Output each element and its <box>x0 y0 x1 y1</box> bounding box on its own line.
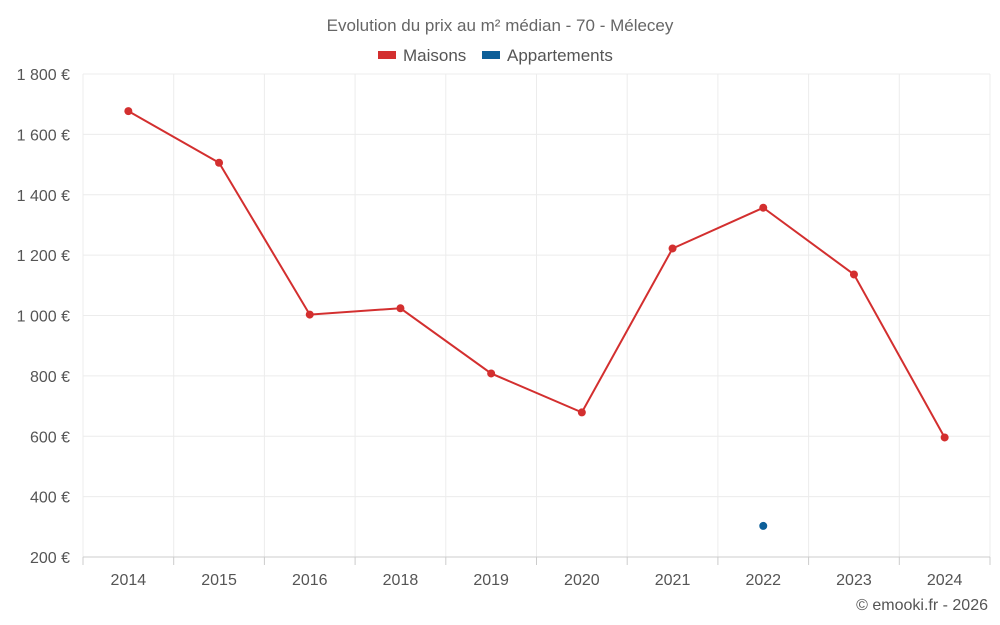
data-point-maisons[interactable] <box>124 107 133 116</box>
data-point-maisons[interactable] <box>487 369 496 378</box>
y-tick-label: 1 600 € <box>17 127 70 144</box>
x-tick-label: 2019 <box>473 572 509 589</box>
y-tick-label: 1 800 € <box>17 67 70 84</box>
axes: 200 € 400 € 600 € 800 € 1 000 € 1 200 € 1 400 … <box>17 67 991 589</box>
data-point-maisons[interactable] <box>849 270 858 279</box>
y-tick-label: 200 € <box>30 550 70 567</box>
data-point-maisons[interactable] <box>759 203 768 212</box>
x-tick-label: 2015 <box>201 572 237 589</box>
data-point-maisons[interactable] <box>215 158 224 167</box>
legend-label[interactable]: Maisons <box>403 46 466 65</box>
legend: Maisons Appartements <box>378 46 613 65</box>
grid <box>82 73 991 557</box>
y-tick-label: 1 200 € <box>17 248 70 265</box>
data-point-maisons[interactable] <box>396 304 405 313</box>
series <box>124 107 949 530</box>
y-tick-label: 800 € <box>30 369 70 386</box>
x-tick-label: 2022 <box>745 572 781 589</box>
credit-text: © emooki.fr - 2026 <box>856 597 988 614</box>
legend-label[interactable]: Appartements <box>507 46 613 65</box>
series-line-maisons <box>127 110 946 438</box>
data-point-maisons[interactable] <box>940 433 949 442</box>
legend-swatch <box>482 51 500 59</box>
chart-title: Evolution du prix au m² médian - 70 - Mé… <box>327 16 674 35</box>
x-tick-label: 2014 <box>111 572 147 589</box>
y-tick-label: 1 400 € <box>17 188 70 205</box>
x-tick-label: 2016 <box>292 572 328 589</box>
y-tick-label: 400 € <box>30 490 70 507</box>
y-tick-label: 600 € <box>30 429 70 446</box>
x-tick-label: 2021 <box>655 572 691 589</box>
x-tick-label: 2018 <box>383 572 419 589</box>
x-tick-label: 2023 <box>836 572 872 589</box>
data-point-maisons[interactable] <box>577 408 586 417</box>
x-tick-label: 2024 <box>927 572 963 589</box>
data-point-maisons[interactable] <box>305 310 314 319</box>
y-tick-label: 1 000 € <box>17 309 70 326</box>
x-tick-label: 2020 <box>564 572 600 589</box>
legend-swatch <box>378 51 396 59</box>
data-point-appartements[interactable] <box>759 521 768 530</box>
data-point-maisons[interactable] <box>668 244 677 253</box>
